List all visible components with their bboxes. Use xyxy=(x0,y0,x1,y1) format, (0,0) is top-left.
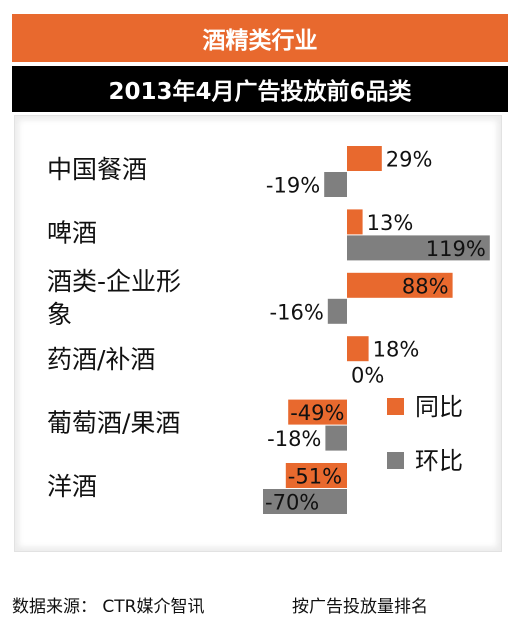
chart-panel: 中国餐酒 29% -19% 啤酒 13% 119% 酒类-企业形象 88% -16% 药酒/补酒 1… xyxy=(14,115,502,552)
category-label: 药酒/补酒 xyxy=(47,345,155,374)
data-label: -19% xyxy=(266,174,320,198)
category-label: 洋酒 xyxy=(47,472,97,501)
mom-bar xyxy=(324,172,347,197)
legend-swatch xyxy=(387,398,404,415)
data-label: -70% xyxy=(265,491,319,515)
data-label: 29% xyxy=(386,148,433,172)
yoy-bar xyxy=(288,399,347,425)
data-label: 0% xyxy=(351,364,384,388)
data-label: 13% xyxy=(367,211,414,235)
legend-label: 环比 xyxy=(415,447,463,475)
ranking-note: 按广告投放量排名 xyxy=(292,597,428,617)
chart-title: 酒精类行业 xyxy=(12,14,508,62)
data-label: 88% xyxy=(402,274,449,298)
data-label: -51% xyxy=(288,465,342,489)
data-label: -16% xyxy=(270,300,324,324)
mom-bar xyxy=(327,298,347,324)
data-label: 18% xyxy=(373,338,420,362)
chart-subtitle: 2013年4月广告投放前6品类 xyxy=(12,66,508,112)
yoy-bar xyxy=(347,209,363,235)
mom-bar xyxy=(263,489,347,514)
category-label: 酒类-企业形 xyxy=(47,267,181,296)
data-source-note: 数据来源： CTR媒介智讯 xyxy=(12,597,205,617)
yoy-bar xyxy=(347,336,369,362)
yoy-bar xyxy=(285,463,347,488)
legend-label: 同比 xyxy=(415,393,463,421)
legend-swatch xyxy=(387,452,404,469)
data-label: -49% xyxy=(290,401,344,425)
yoy-bar xyxy=(347,146,382,171)
category-label: 象 xyxy=(47,300,72,329)
yoy-bar xyxy=(347,272,453,298)
mom-bar xyxy=(347,235,490,261)
category-label: 啤酒 xyxy=(47,218,97,247)
category-label: 葡萄酒/果酒 xyxy=(47,409,180,438)
mom-bar xyxy=(325,425,347,451)
data-label: 119% xyxy=(426,237,486,261)
category-label: 中国餐酒 xyxy=(47,155,147,184)
data-label: -18% xyxy=(267,427,321,451)
